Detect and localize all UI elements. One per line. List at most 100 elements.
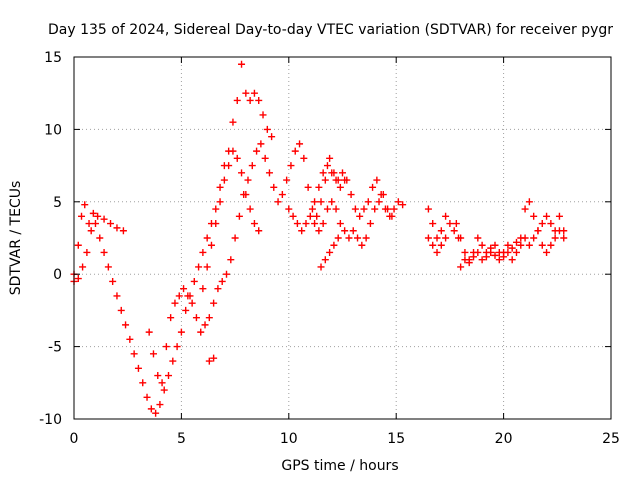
data-point <box>149 350 157 358</box>
data-point <box>289 212 297 220</box>
data-point <box>317 198 325 206</box>
data-point <box>433 248 441 256</box>
data-point <box>362 234 370 242</box>
data-point <box>530 234 538 242</box>
data-point <box>399 201 407 209</box>
data-point <box>171 299 179 307</box>
data-point <box>199 248 207 256</box>
data-point <box>461 248 469 256</box>
data-point <box>298 227 306 235</box>
data-point <box>104 263 112 271</box>
data-point <box>388 212 396 220</box>
data-point <box>555 212 563 220</box>
data-point <box>437 227 445 235</box>
data-point <box>360 205 368 213</box>
data-point <box>424 205 432 213</box>
data-point <box>525 198 533 206</box>
data-point <box>184 292 192 300</box>
data-point <box>491 241 499 249</box>
series-trace-g <box>285 191 396 249</box>
data-point <box>199 285 207 293</box>
data-point <box>83 248 91 256</box>
data-point <box>175 292 183 300</box>
data-point <box>190 277 198 285</box>
data-point <box>126 335 134 343</box>
data-point <box>210 354 218 362</box>
data-point <box>246 205 254 213</box>
data-point <box>341 176 349 184</box>
data-point <box>504 241 512 249</box>
data-point <box>283 176 291 184</box>
data-point <box>336 220 344 228</box>
data-point <box>238 60 246 68</box>
data-point <box>315 183 323 191</box>
data-point <box>517 241 525 249</box>
data-point <box>287 162 295 170</box>
data-point <box>134 364 142 372</box>
data-point <box>311 220 319 228</box>
data-point <box>94 212 102 220</box>
data-point <box>109 277 117 285</box>
data-point <box>364 198 372 206</box>
data-point <box>328 198 336 206</box>
data-point <box>315 227 323 235</box>
data-point <box>167 314 175 322</box>
data-point <box>89 209 97 217</box>
data-point <box>201 321 209 329</box>
data-point <box>250 89 258 97</box>
data-point <box>192 314 200 322</box>
data-point <box>517 234 525 242</box>
data-point <box>113 224 121 232</box>
series-trace-m <box>457 234 525 271</box>
data-point <box>512 238 520 246</box>
data-point <box>81 201 89 209</box>
data-point <box>253 147 261 155</box>
data-point <box>255 96 263 104</box>
axis-ticks <box>73 56 612 420</box>
data-point <box>551 234 559 242</box>
data-point <box>326 248 334 256</box>
data-point <box>139 379 147 387</box>
data-point <box>119 227 127 235</box>
data-point <box>306 212 314 220</box>
data-point <box>74 275 82 283</box>
data-point <box>525 241 533 249</box>
data-point <box>268 133 276 141</box>
data-point <box>437 241 445 249</box>
data-point <box>300 154 308 162</box>
data-point <box>261 154 269 162</box>
data-point <box>285 205 293 213</box>
data-point <box>330 241 338 249</box>
series-trace-l <box>452 212 568 264</box>
series-trace-f <box>274 140 407 220</box>
data-point <box>278 191 286 199</box>
data-point <box>543 248 551 256</box>
series-trace-k <box>424 234 450 256</box>
data-point <box>500 248 508 256</box>
data-marks <box>70 60 568 417</box>
data-point <box>225 162 233 170</box>
data-point <box>470 253 478 261</box>
data-point <box>474 248 482 256</box>
data-point <box>147 405 155 413</box>
plot-frame <box>73 56 612 420</box>
data-point <box>203 234 211 242</box>
data-point <box>91 220 99 228</box>
data-point <box>177 328 185 336</box>
data-point <box>246 96 254 104</box>
data-point <box>345 234 353 242</box>
data-point <box>244 176 252 184</box>
data-point <box>334 234 342 242</box>
data-point <box>390 205 398 213</box>
x-tick-label: 15 <box>387 431 405 447</box>
data-point <box>495 256 503 264</box>
data-point <box>216 198 224 206</box>
data-point <box>446 220 454 228</box>
data-point <box>250 220 258 228</box>
data-point <box>100 215 108 223</box>
data-point <box>442 234 450 242</box>
x-tick-labels: 0 5 10 15 20 25 <box>70 431 620 447</box>
data-point <box>152 409 160 417</box>
data-point <box>229 147 237 155</box>
data-point <box>165 372 173 380</box>
